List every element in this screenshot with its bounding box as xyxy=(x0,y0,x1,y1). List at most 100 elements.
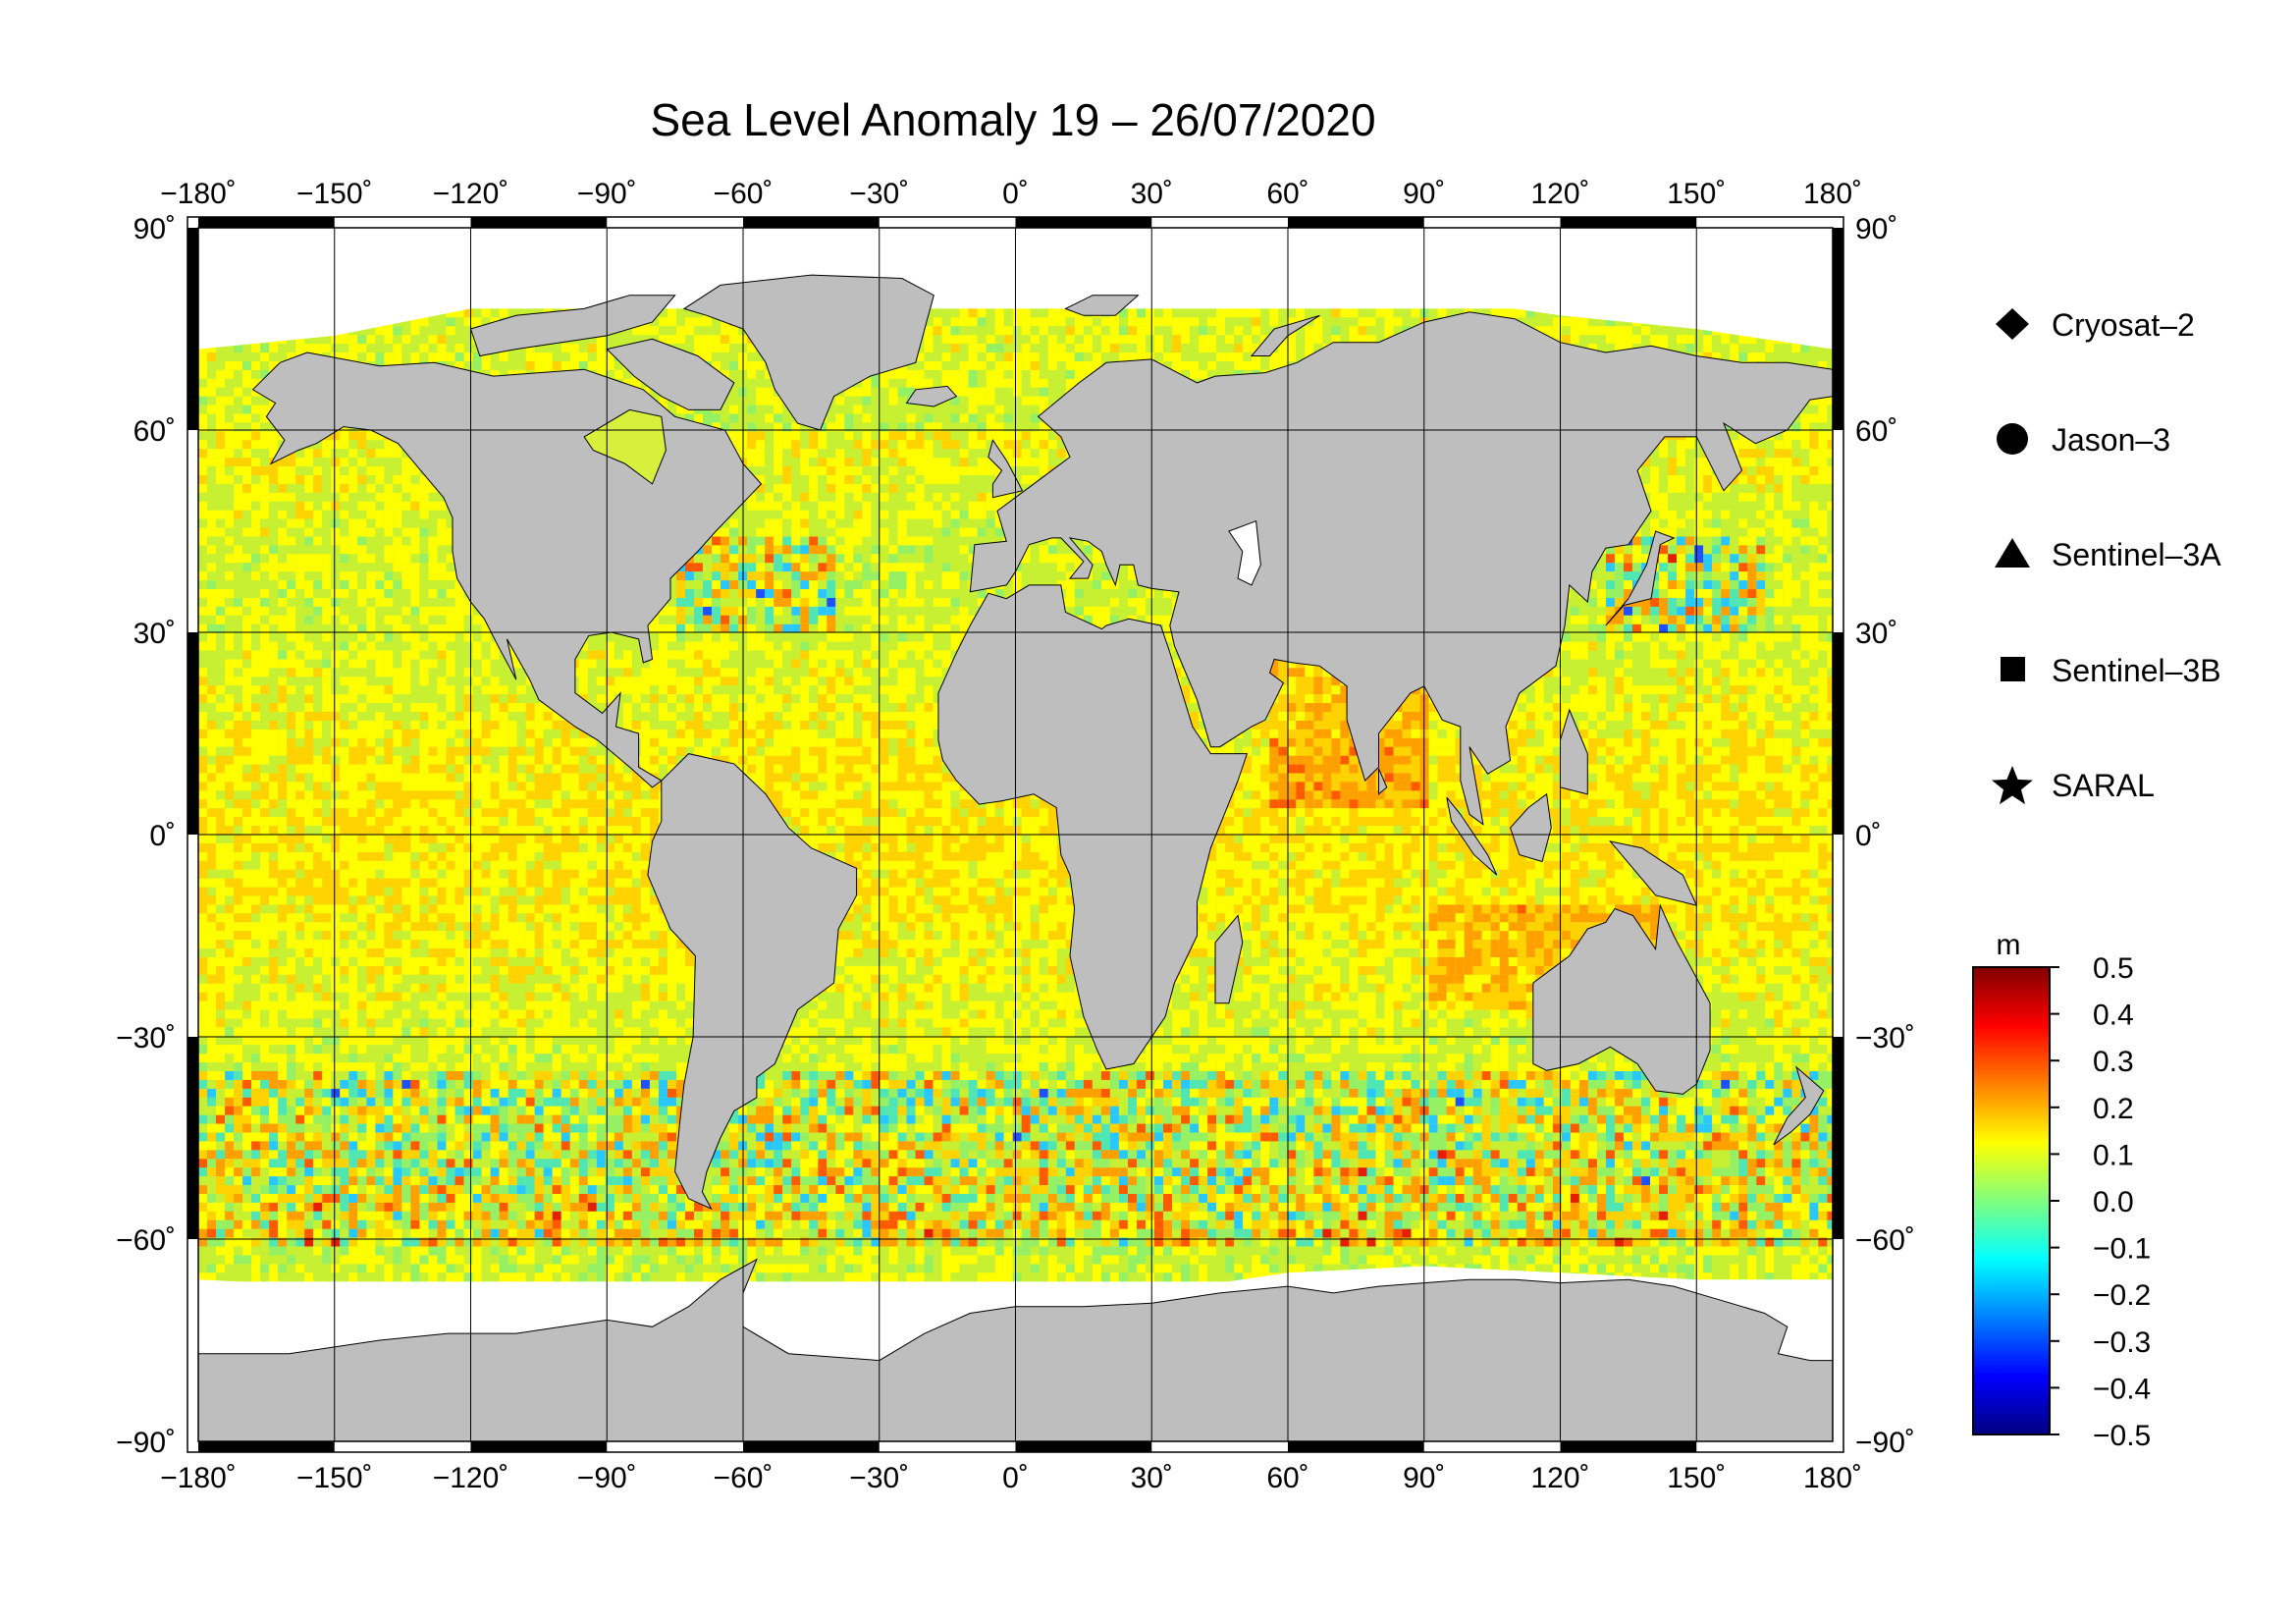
anomaly-cell xyxy=(1030,405,1040,414)
anomaly-cell xyxy=(835,422,845,432)
anomaly-cell xyxy=(994,536,1004,546)
anomaly-cell xyxy=(1747,483,1757,493)
anomaly-cell xyxy=(561,352,570,361)
anomaly-cell xyxy=(986,361,995,370)
anomaly-cell xyxy=(295,449,305,459)
anomaly-cell xyxy=(1021,440,1031,450)
anomaly-cell xyxy=(1252,361,1261,370)
anomaly-cell xyxy=(216,352,225,361)
anomaly-cell xyxy=(1402,308,1412,318)
anomaly-cell xyxy=(765,396,774,406)
anomaly-cell xyxy=(756,501,766,511)
anomaly-cell xyxy=(419,501,429,511)
anomaly-cell xyxy=(915,466,925,476)
anomaly-cell xyxy=(941,335,951,345)
anomaly-cell xyxy=(1827,458,1833,467)
anomaly-cell xyxy=(225,422,235,432)
anomaly-cell xyxy=(968,527,978,537)
anomaly-cell xyxy=(1030,369,1040,379)
anomaly-cell xyxy=(1694,527,1704,537)
anomaly-cell xyxy=(1597,317,1606,327)
anomaly-cell xyxy=(357,431,367,441)
anomaly-cell xyxy=(853,527,863,537)
anomaly-cell xyxy=(906,422,916,432)
anomaly-cell xyxy=(933,326,942,336)
anomaly-cell xyxy=(756,440,766,450)
anomaly-cell xyxy=(959,396,969,406)
anomaly-cell xyxy=(774,431,783,441)
anomaly-cell xyxy=(278,501,288,511)
anomaly-cell xyxy=(1747,527,1757,537)
anomaly-cell xyxy=(835,501,845,511)
anomaly-cell xyxy=(880,387,889,397)
anomaly-cell xyxy=(340,431,349,441)
anomaly-cell xyxy=(756,361,766,370)
anomaly-cell xyxy=(251,396,261,406)
anomaly-cell xyxy=(419,483,429,493)
anomaly-cell xyxy=(1783,449,1792,459)
anomaly-cell xyxy=(1146,317,1154,327)
anomaly-cell xyxy=(871,378,881,388)
anomaly-cell xyxy=(871,413,881,423)
anomaly-cell xyxy=(340,475,349,484)
anomaly-cell xyxy=(933,492,942,502)
anomaly-cell xyxy=(853,492,863,502)
anomaly-cell xyxy=(499,369,508,379)
anomaly-cell xyxy=(835,449,845,459)
anomaly-cell xyxy=(871,466,881,476)
anomaly-cell xyxy=(986,387,995,397)
anomaly-cell xyxy=(552,352,561,361)
anomaly-cell xyxy=(977,510,987,519)
anomaly-cell xyxy=(278,344,288,353)
anomaly-cell xyxy=(225,352,235,361)
anomaly-cell xyxy=(950,458,960,467)
anomaly-cell xyxy=(756,536,766,546)
anomaly-cell xyxy=(880,422,889,432)
anomaly-cell xyxy=(1809,352,1819,361)
anomaly-cell xyxy=(1358,317,1367,327)
anomaly-cell xyxy=(1738,466,1748,476)
anomaly-cell xyxy=(827,431,836,441)
anomaly-cell xyxy=(827,458,836,467)
anomaly-cell xyxy=(1774,483,1784,493)
anomaly-cell xyxy=(1774,536,1784,546)
anomaly-cell xyxy=(1800,518,1810,528)
anomaly-cell xyxy=(968,458,978,467)
anomaly-cell xyxy=(1809,458,1819,467)
anomaly-cell xyxy=(234,466,243,476)
anomaly-cell xyxy=(765,466,774,476)
anomaly-cell xyxy=(225,492,235,502)
anomaly-cell xyxy=(1827,413,1833,423)
anomaly-cell xyxy=(924,475,934,484)
anomaly-cell xyxy=(340,510,349,519)
anomaly-cell xyxy=(729,326,739,336)
anomaly-cell xyxy=(1128,344,1137,353)
anomaly-cell xyxy=(225,405,235,414)
anomaly-cell xyxy=(871,422,881,432)
anomaly-cell xyxy=(915,352,925,361)
anomaly-cell xyxy=(1012,396,1022,406)
anomaly-cell xyxy=(1065,352,1075,361)
anomaly-cell xyxy=(994,361,1004,370)
anomaly-cell xyxy=(1146,308,1154,318)
anomaly-cell xyxy=(357,501,367,511)
anomaly-cell xyxy=(1296,326,1306,336)
anomaly-cell xyxy=(234,344,243,353)
anomaly-cell xyxy=(375,501,385,511)
anomaly-cell xyxy=(1411,308,1420,318)
anomaly-cell xyxy=(959,405,969,414)
anomaly-cell xyxy=(428,510,438,519)
anomaly-cell xyxy=(401,518,411,528)
anomaly-cell xyxy=(756,510,766,519)
anomaly-cell xyxy=(1659,458,1669,467)
anomaly-cell xyxy=(207,344,216,353)
anomaly-cell xyxy=(1774,492,1784,502)
anomaly-cell xyxy=(1721,510,1731,519)
anomaly-cell xyxy=(1615,317,1624,327)
anomaly-cell xyxy=(401,492,411,502)
anomaly-cell xyxy=(1030,440,1040,450)
anomaly-cell xyxy=(862,501,872,511)
anomaly-cell xyxy=(1012,308,1022,318)
anomaly-cell xyxy=(375,527,385,537)
anomaly-cell xyxy=(1677,475,1686,484)
